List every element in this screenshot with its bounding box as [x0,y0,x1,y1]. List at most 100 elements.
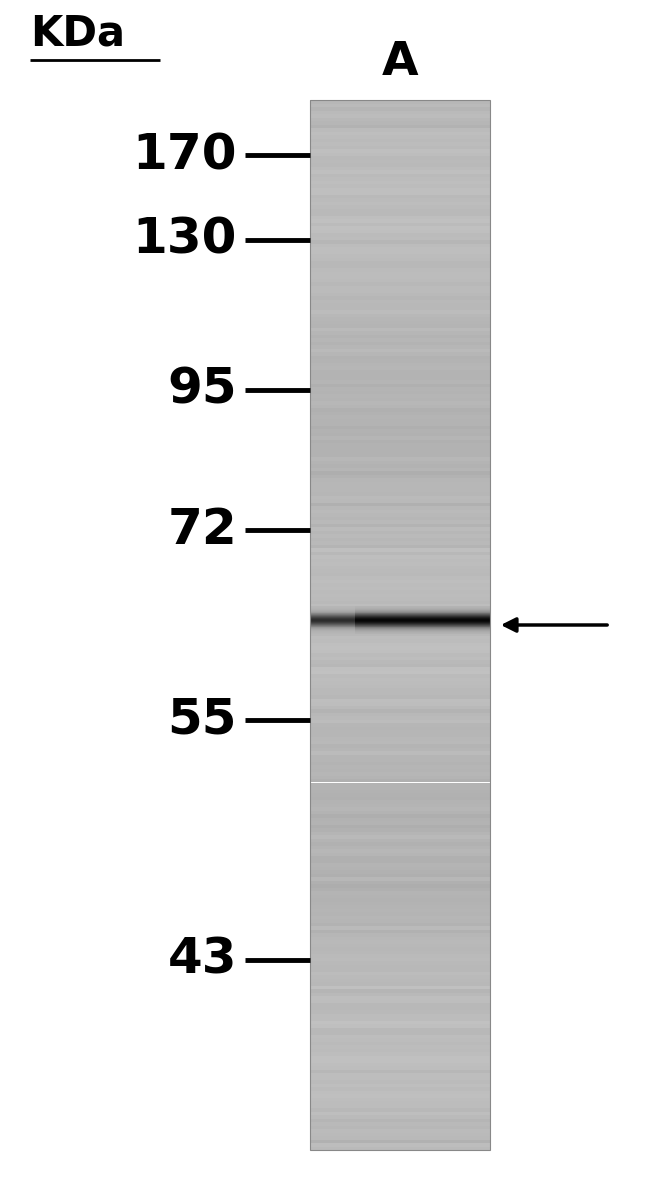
Bar [310,341,490,345]
Bar [310,471,490,475]
Bar [310,429,490,433]
Bar [310,517,490,520]
Bar [310,475,490,478]
Bar [310,734,490,737]
Bar [310,674,490,678]
Bar [310,1045,490,1049]
Bar [310,258,490,261]
Text: 95: 95 [168,366,237,414]
Bar [310,632,490,636]
Bar [310,247,490,251]
Bar [310,149,490,153]
Text: 55: 55 [168,696,237,744]
Bar [310,1034,490,1038]
Bar [310,701,490,705]
Bar [310,370,490,373]
Bar [310,775,490,779]
Bar [310,1108,490,1112]
Bar [310,377,490,381]
Bar [310,1136,490,1139]
Bar [310,338,490,341]
Bar [310,317,490,321]
Bar [310,194,490,198]
Bar [310,629,490,632]
Bar [310,492,490,495]
Bar [310,1076,490,1080]
Bar [310,548,490,551]
Bar [310,719,490,723]
Text: 43: 43 [168,937,237,984]
Bar [310,520,490,524]
Bar [310,712,490,716]
Bar [310,801,490,804]
Bar [310,839,490,842]
Bar [310,404,490,408]
Bar [310,978,490,982]
Bar [310,124,490,128]
Bar [310,804,490,806]
Bar [310,254,490,258]
Bar [310,366,490,370]
Bar [310,488,490,492]
Bar [310,233,490,236]
Bar [310,1094,490,1098]
Bar [310,334,490,338]
Bar [310,846,490,849]
Bar [310,1052,490,1056]
Bar [310,696,490,698]
Bar [310,551,490,555]
Bar [310,446,490,450]
Bar [310,236,490,240]
Bar [310,509,490,513]
Bar [310,622,490,625]
Bar [310,321,490,324]
Bar [310,1027,490,1031]
Bar [310,1073,490,1076]
Bar [310,453,490,457]
Bar [310,806,490,810]
Bar [310,1020,490,1024]
Bar [310,184,490,187]
Bar [310,975,490,978]
Bar [310,538,490,540]
Bar [310,618,490,622]
Bar [310,814,490,817]
Bar [310,922,490,926]
Bar [310,296,490,299]
Bar [310,951,490,954]
Bar [310,299,490,303]
Bar [310,573,490,576]
Bar [310,1083,490,1087]
Bar [310,600,490,604]
Bar [310,1087,490,1090]
Bar [310,1038,490,1041]
Text: A: A [382,41,419,85]
Bar [310,744,490,748]
Bar [310,415,490,419]
Bar [310,576,490,580]
Bar [310,1014,490,1016]
Bar [310,482,490,486]
Bar [310,793,490,797]
Bar [310,614,490,618]
Bar [310,716,490,719]
Bar [310,209,490,212]
Bar [310,345,490,348]
Bar [310,1115,490,1119]
Bar [310,565,490,569]
Bar [310,107,490,111]
Bar [310,381,490,383]
Bar [310,555,490,558]
Bar [310,330,490,334]
Bar [310,971,490,975]
Bar [310,1119,490,1121]
Bar [310,929,490,933]
Bar [310,688,490,692]
Bar [310,383,490,387]
Bar [310,177,490,180]
Bar [310,727,490,730]
Bar [310,832,490,835]
Bar [310,527,490,531]
Bar [310,866,490,870]
Bar [310,993,490,996]
